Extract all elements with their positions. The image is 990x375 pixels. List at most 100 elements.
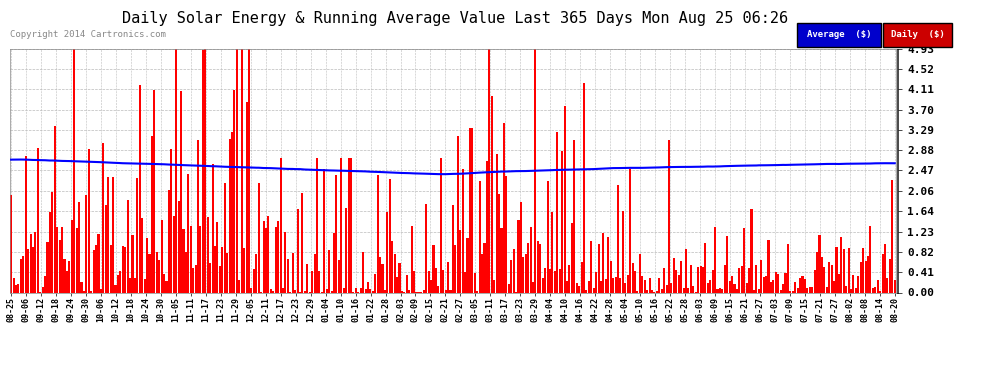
Bar [252,268,254,292]
Bar [66,272,68,292]
Bar [265,228,267,292]
Bar [566,281,568,292]
Bar [299,291,301,292]
Bar [197,140,199,292]
Bar [784,273,786,292]
Bar [765,276,767,292]
Bar [867,256,869,292]
Bar [637,291,639,292]
Bar [632,263,634,292]
Bar [602,233,605,292]
Bar [767,240,769,292]
Bar [63,259,65,292]
Bar [838,274,840,292]
Bar [811,287,813,292]
Bar [770,282,772,292]
Bar [583,82,585,292]
Bar [600,281,602,292]
Bar [777,273,779,292]
Bar [675,270,677,292]
Bar [248,49,250,292]
Bar [443,270,445,292]
Bar [648,278,650,292]
Bar [772,280,774,292]
Bar [364,290,366,292]
Bar [612,278,614,292]
Bar [294,290,296,292]
Bar [859,262,861,292]
Bar [311,270,313,292]
Bar [90,291,92,292]
Bar [532,282,534,292]
Bar [627,275,629,292]
Bar [553,271,556,292]
Bar [829,262,831,292]
Bar [217,222,219,292]
Bar [83,291,85,292]
Bar [359,288,361,292]
Bar [97,234,100,292]
Bar [573,140,575,292]
Text: Daily  ($): Daily ($) [891,30,944,39]
Bar [615,277,617,292]
Bar [842,249,844,292]
Bar [367,282,369,292]
Bar [438,286,440,292]
Bar [389,179,391,292]
Bar [45,276,47,292]
Bar [518,220,520,292]
Bar [852,275,854,292]
Bar [549,268,551,292]
Bar [112,177,114,292]
Bar [282,288,284,292]
Bar [49,213,51,292]
Bar [821,257,823,292]
Bar [857,276,859,292]
Bar [229,139,231,292]
Bar [580,262,583,292]
Bar [27,249,29,292]
Bar [486,162,488,292]
Bar [53,126,55,292]
Bar [177,201,179,292]
Bar [655,291,658,292]
Bar [831,265,833,292]
Bar [755,265,757,292]
Bar [523,257,525,292]
Bar [127,200,129,292]
Bar [727,236,729,292]
Bar [826,287,828,292]
Bar [202,50,204,292]
Bar [85,195,87,292]
Bar [146,238,148,292]
Bar [561,151,563,292]
Bar [401,291,403,292]
Bar [376,175,379,292]
Bar [787,244,789,292]
Bar [35,232,37,292]
Bar [195,266,197,292]
Bar [93,250,95,292]
Bar [660,289,662,292]
Bar [435,268,437,292]
Bar [576,283,578,292]
Bar [466,238,468,292]
Bar [874,288,876,292]
Bar [894,280,896,292]
Bar [362,252,364,292]
Bar [250,288,252,292]
Bar [525,254,527,292]
Bar [748,268,750,292]
Bar [634,272,636,292]
Bar [881,254,884,292]
Bar [802,276,804,292]
Bar [180,91,182,292]
Bar [456,136,458,292]
Bar [809,287,811,292]
Bar [411,226,413,292]
Bar [190,226,192,292]
Bar [685,249,687,292]
Bar [789,291,791,292]
Bar [239,280,241,292]
Text: Daily Solar Energy & Running Average Value Last 365 Days Mon Aug 25 06:26: Daily Solar Energy & Running Average Val… [123,11,788,26]
